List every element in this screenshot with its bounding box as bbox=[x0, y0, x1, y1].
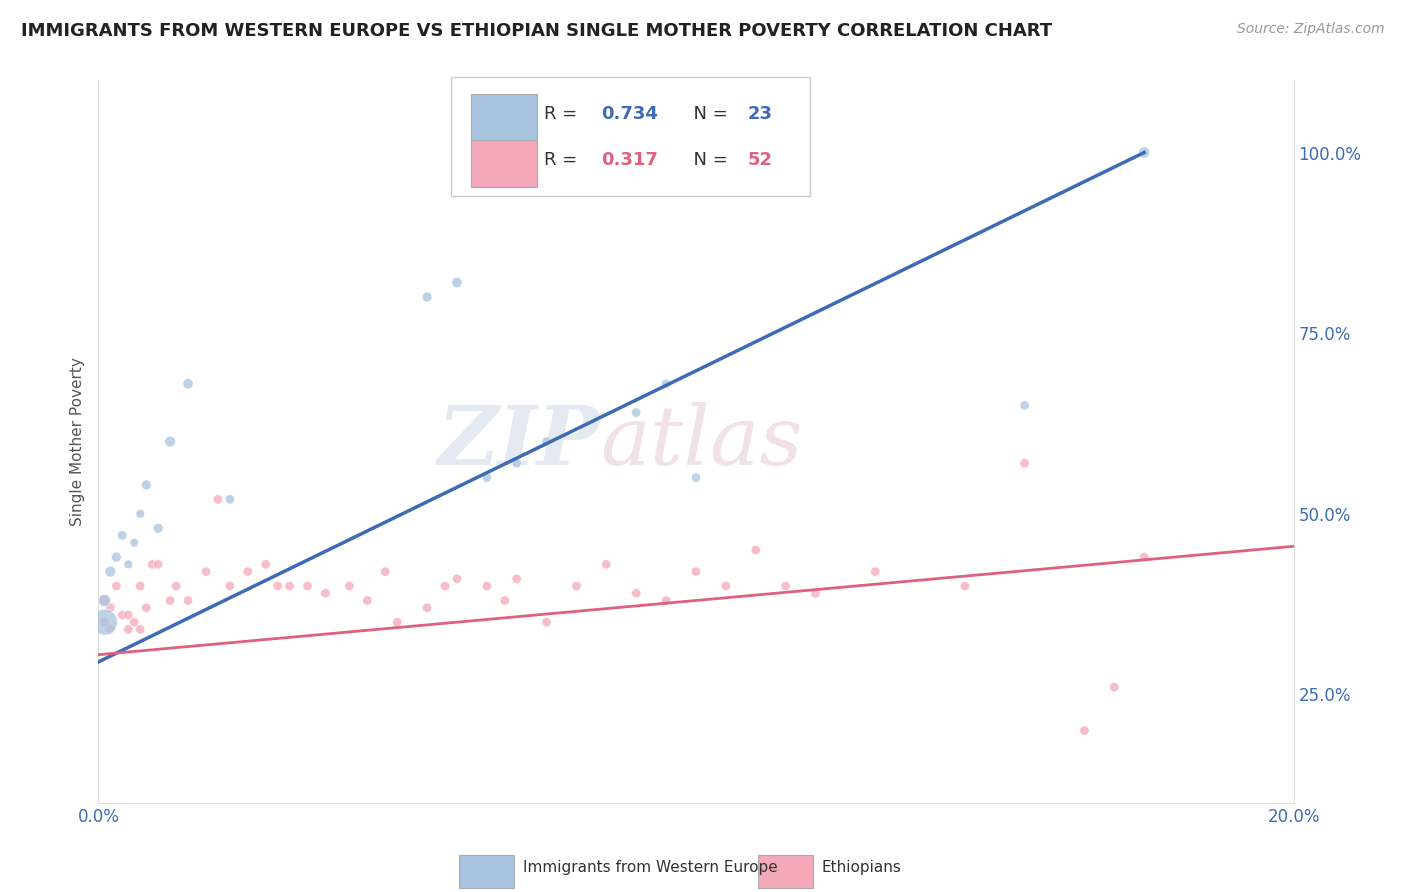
Point bbox=[565, 579, 588, 593]
Point bbox=[278, 579, 301, 593]
Y-axis label: Single Mother Poverty: Single Mother Poverty bbox=[69, 357, 84, 526]
Text: 23: 23 bbox=[748, 105, 772, 123]
Point bbox=[655, 376, 678, 391]
Point bbox=[236, 565, 259, 579]
Point bbox=[1073, 723, 1095, 738]
Text: 0.734: 0.734 bbox=[602, 105, 658, 123]
Point bbox=[775, 579, 797, 593]
Point bbox=[165, 579, 187, 593]
Point bbox=[685, 565, 707, 579]
Point bbox=[105, 579, 128, 593]
Point bbox=[93, 615, 115, 630]
Point bbox=[1014, 456, 1036, 470]
Point bbox=[804, 586, 827, 600]
Point bbox=[315, 586, 337, 600]
Point bbox=[111, 607, 134, 622]
Text: 52: 52 bbox=[748, 151, 772, 169]
Point bbox=[339, 579, 361, 593]
Text: Ethiopians: Ethiopians bbox=[821, 860, 901, 875]
Point bbox=[745, 542, 768, 557]
Text: 0.317: 0.317 bbox=[602, 151, 658, 169]
Point bbox=[356, 593, 378, 607]
FancyBboxPatch shape bbox=[460, 855, 515, 888]
Point bbox=[105, 550, 128, 565]
Point bbox=[141, 558, 163, 572]
FancyBboxPatch shape bbox=[471, 140, 537, 186]
Point bbox=[494, 593, 516, 607]
Point bbox=[536, 434, 558, 449]
Point bbox=[129, 507, 152, 521]
Point bbox=[1133, 145, 1156, 160]
Point bbox=[595, 558, 617, 572]
Text: R =: R = bbox=[544, 151, 583, 169]
Point bbox=[93, 593, 115, 607]
Point bbox=[124, 615, 146, 630]
Point bbox=[475, 470, 498, 484]
Point bbox=[506, 572, 529, 586]
Point bbox=[129, 579, 152, 593]
FancyBboxPatch shape bbox=[758, 855, 813, 888]
Point bbox=[297, 579, 319, 593]
Point bbox=[98, 600, 122, 615]
Point bbox=[177, 376, 200, 391]
Point bbox=[385, 615, 409, 630]
Point bbox=[98, 623, 122, 637]
Point bbox=[148, 521, 170, 535]
Point bbox=[93, 593, 115, 607]
Point bbox=[374, 565, 396, 579]
Point bbox=[98, 565, 122, 579]
Text: N =: N = bbox=[682, 151, 733, 169]
Point bbox=[626, 406, 648, 420]
Point bbox=[195, 565, 218, 579]
Point bbox=[416, 600, 439, 615]
Point bbox=[148, 558, 170, 572]
Point bbox=[626, 586, 648, 600]
Point bbox=[446, 276, 468, 290]
Text: ZIP: ZIP bbox=[437, 401, 600, 482]
Text: Immigrants from Western Europe: Immigrants from Western Europe bbox=[523, 860, 778, 875]
FancyBboxPatch shape bbox=[471, 95, 537, 141]
Point bbox=[117, 607, 139, 622]
Point bbox=[159, 434, 181, 449]
Point bbox=[1133, 550, 1156, 565]
Point bbox=[714, 579, 737, 593]
Point bbox=[117, 623, 139, 637]
Point bbox=[254, 558, 277, 572]
Point bbox=[207, 492, 229, 507]
Text: IMMIGRANTS FROM WESTERN EUROPE VS ETHIOPIAN SINGLE MOTHER POVERTY CORRELATION CH: IMMIGRANTS FROM WESTERN EUROPE VS ETHIOP… bbox=[21, 22, 1052, 40]
Point bbox=[1014, 398, 1036, 412]
Text: R =: R = bbox=[544, 105, 583, 123]
Point bbox=[177, 593, 200, 607]
Point bbox=[129, 623, 152, 637]
Point bbox=[135, 478, 157, 492]
Point bbox=[117, 558, 139, 572]
Point bbox=[416, 290, 439, 304]
Point bbox=[953, 579, 976, 593]
Text: Source: ZipAtlas.com: Source: ZipAtlas.com bbox=[1237, 22, 1385, 37]
Text: atlas: atlas bbox=[600, 401, 803, 482]
Point bbox=[135, 600, 157, 615]
Point bbox=[111, 528, 134, 542]
Text: N =: N = bbox=[682, 105, 733, 123]
Point bbox=[267, 579, 290, 593]
FancyBboxPatch shape bbox=[451, 77, 810, 196]
Point bbox=[434, 579, 457, 593]
Point bbox=[536, 615, 558, 630]
Point bbox=[93, 615, 115, 630]
Point bbox=[685, 470, 707, 484]
Point bbox=[475, 579, 498, 593]
Point bbox=[446, 572, 468, 586]
Point bbox=[219, 492, 242, 507]
Point bbox=[506, 456, 529, 470]
Point bbox=[1104, 680, 1126, 694]
Point bbox=[865, 565, 887, 579]
Point bbox=[159, 593, 181, 607]
Point bbox=[655, 593, 678, 607]
Point bbox=[219, 579, 242, 593]
Point bbox=[124, 535, 146, 549]
